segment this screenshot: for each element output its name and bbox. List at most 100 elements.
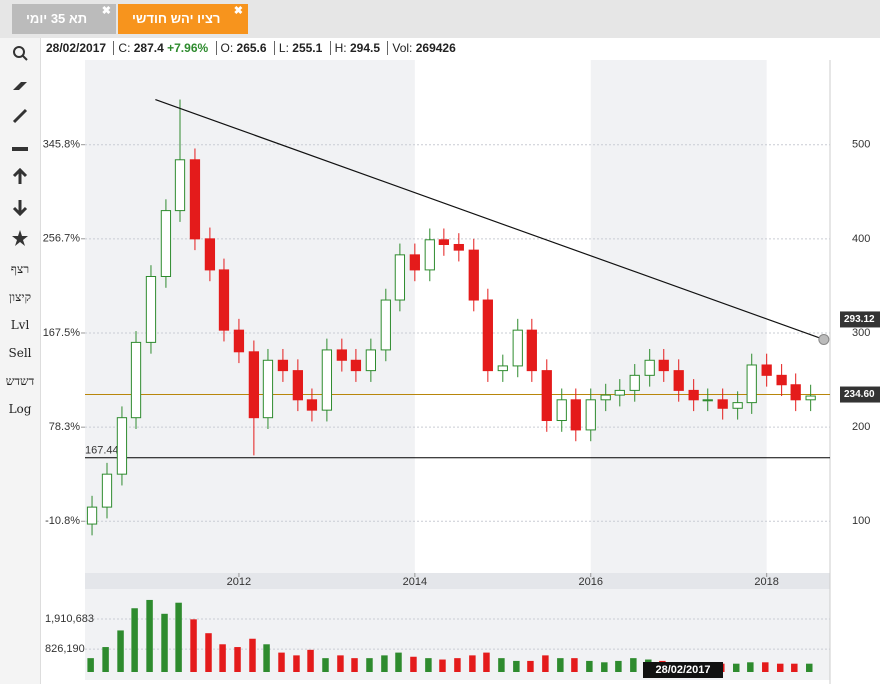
x-tick-label: 2016: [579, 576, 603, 588]
candle-body: [218, 269, 230, 331]
info-vol-label: Vol:: [387, 41, 413, 55]
price-label: 234.60: [844, 389, 875, 400]
volume-bar: [454, 658, 461, 672]
eraser-icon[interactable]: [13, 82, 27, 90]
volume-bar: [307, 649, 314, 672]
info-high-label: H:: [329, 41, 347, 55]
info-open: 265.6: [236, 41, 267, 55]
up-icon[interactable]: [12, 167, 28, 184]
candle-body: [497, 365, 508, 372]
tab[interactable]: תא 35 יומי ✖: [12, 4, 116, 34]
volume-bar: [498, 658, 505, 672]
candle-body: [790, 384, 801, 401]
candle-body: [614, 389, 625, 396]
volume-bar: [366, 658, 373, 672]
tool-label[interactable]: דשדש: [5, 374, 35, 388]
tool-label[interactable]: Lvl: [10, 318, 30, 332]
trendline: [155, 98, 825, 341]
close-icon[interactable]: ✖: [101, 5, 111, 17]
candle-body: [717, 399, 728, 409]
volume-bar: [278, 652, 285, 672]
toolbar-icons: [12, 46, 28, 246]
volume-bar: [87, 658, 94, 672]
y2-tick-label: -10.8%: [45, 515, 80, 527]
candle-body: [321, 349, 333, 411]
close-icon[interactable]: ✖: [233, 5, 243, 17]
x-tick-label: 2014: [403, 576, 427, 588]
volume-bar: [791, 663, 798, 672]
tool-label[interactable]: Sell: [8, 346, 32, 360]
candle-body: [248, 351, 260, 419]
y2-tick-label: 78.3%: [49, 421, 80, 433]
candle-body: [453, 243, 464, 251]
y-tick-label: 200: [852, 421, 870, 433]
candle-body: [629, 374, 640, 391]
volume-bar: [234, 647, 241, 672]
volume-bar: [718, 663, 725, 672]
candle-body: [233, 329, 245, 353]
volume-bar: [659, 660, 666, 672]
info-close: 287.4: [133, 41, 164, 55]
price-label: 293.12: [844, 314, 875, 325]
candle-body: [101, 473, 113, 508]
info-low-label: L:: [273, 41, 289, 55]
tab[interactable]: רציו יהש חודשי ✖: [118, 4, 248, 34]
tool-label[interactable]: רצף: [10, 262, 30, 276]
candle-body: [86, 506, 98, 525]
volume-bar: [806, 663, 813, 672]
volume-background: [85, 589, 830, 680]
candle-body: [570, 399, 581, 431]
volume-bar: [131, 608, 138, 672]
star-icon[interactable]: [12, 230, 28, 246]
volume-bar: [586, 660, 593, 672]
candle-body: [732, 402, 743, 409]
candle-body: [482, 299, 493, 372]
candle-body: [350, 359, 362, 372]
candle-body: [174, 159, 186, 212]
volume-bar: [483, 652, 490, 672]
volume-bar: [703, 662, 710, 672]
candle-body: [380, 299, 391, 351]
info-close-label: C:: [113, 41, 131, 55]
volume-bar: [689, 663, 696, 672]
line-icon[interactable]: [12, 147, 28, 151]
volume-bar: [615, 660, 622, 672]
tool-label[interactable]: Log: [8, 402, 32, 416]
candle-body: [336, 349, 347, 361]
down-icon[interactable]: [12, 200, 28, 217]
date-badge-box: [643, 662, 723, 678]
volume-bar: [527, 660, 534, 672]
x-axis-band: [85, 573, 830, 589]
y-tick-label: 400: [852, 233, 870, 245]
volume-bar: [293, 655, 300, 672]
candle-body: [805, 395, 816, 401]
tool-label[interactable]: קיצון: [9, 290, 31, 304]
candle-body: [702, 399, 713, 402]
volume-bar: [190, 619, 197, 672]
volume-bar: [337, 655, 344, 672]
search-icon[interactable]: [13, 46, 25, 58]
candle-body: [673, 370, 684, 391]
price-label-box: [840, 386, 880, 403]
candle-body: [145, 275, 157, 343]
volume-bar: [263, 644, 270, 672]
volume-bar: [513, 660, 520, 672]
volume-bar: [175, 602, 182, 672]
candle-body: [204, 238, 216, 271]
search-icon[interactable]: [22, 55, 28, 61]
candle-body: [468, 249, 479, 301]
candle-body: [262, 359, 274, 419]
volume-bar: [205, 633, 212, 672]
toolbar: רצף קיצון Lvl Sell דשדש Log: [0, 38, 41, 684]
volume-bar: [425, 658, 432, 672]
volume-bar: [102, 647, 109, 672]
volume-bar: [469, 655, 476, 672]
volume-bar: [117, 630, 124, 672]
x-tick-label: 2018: [754, 576, 778, 588]
candle-body: [189, 159, 201, 240]
pencil-icon[interactable]: [12, 108, 28, 124]
candle-body: [130, 341, 142, 419]
candle-body: [688, 389, 699, 401]
volume-bar: [322, 658, 329, 672]
